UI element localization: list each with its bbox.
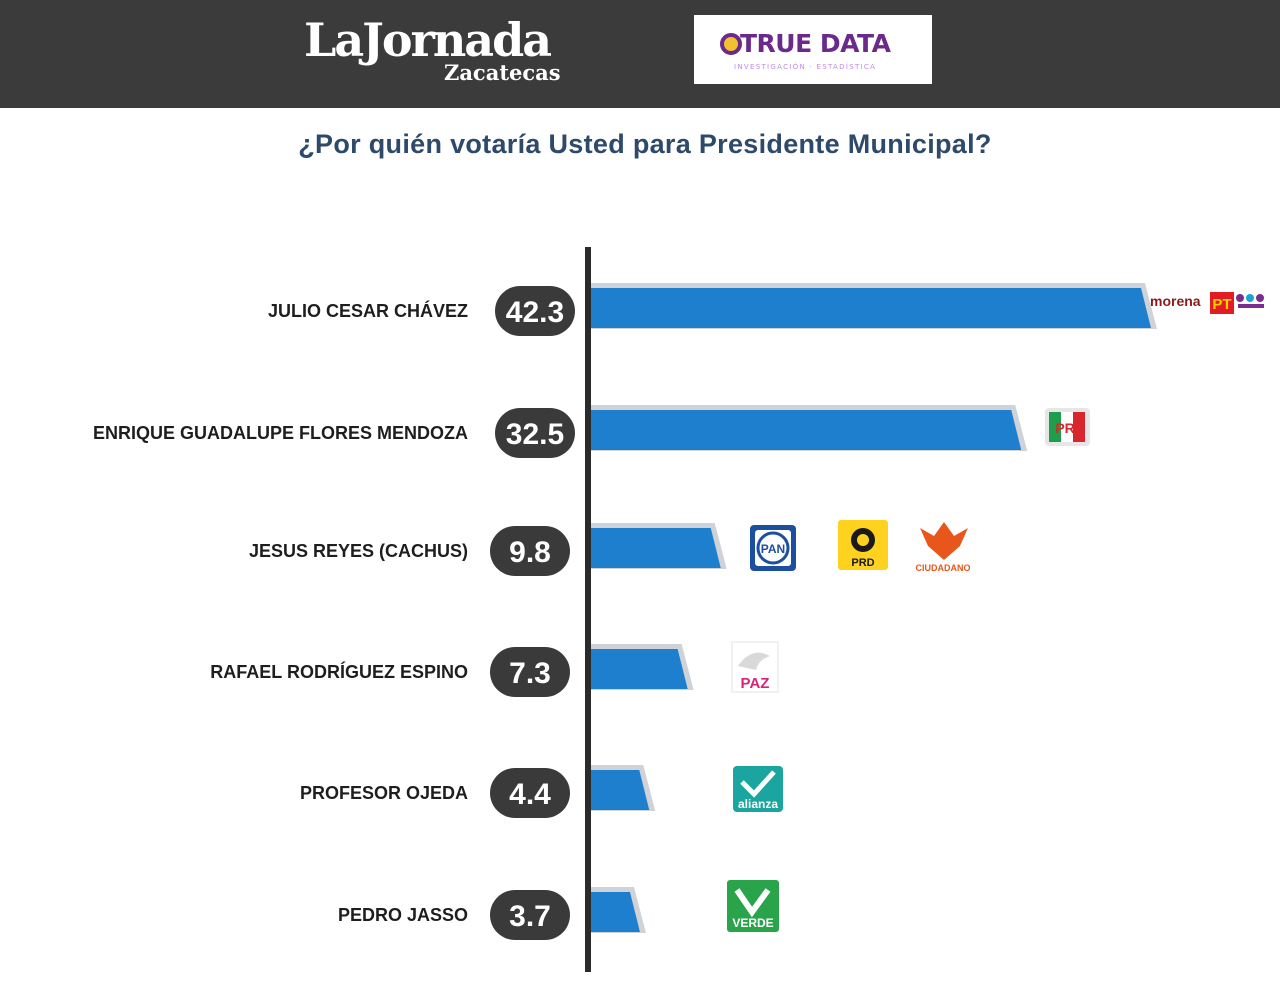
prd-logo-text: PRD [851, 557, 874, 569]
true-data-icon [720, 33, 742, 55]
pes-logo-bar [1238, 304, 1264, 308]
data-label: 32.5 [506, 418, 564, 451]
paz-logo-text: PAZ [741, 675, 770, 692]
category-label: ENRIQUE GUADALUPE FLORES MENDOZA [93, 423, 468, 443]
pan-logo-inner [755, 530, 791, 566]
category-label: JESUS REYES (CACHUS) [249, 541, 468, 561]
bar [591, 649, 688, 689]
la-jornada-logo: LaJornada Zacatecas [304, 12, 584, 92]
brand-name: LaJornada [304, 13, 552, 67]
nueva-alianza-check [740, 770, 776, 798]
verde-logo-text: VERDE [732, 916, 773, 930]
pes-logo-dot [1246, 294, 1254, 302]
bar [591, 770, 650, 810]
bar [591, 528, 721, 568]
pt-logo [1210, 292, 1234, 314]
pri-logo-text: PRI [1055, 420, 1078, 436]
partner-name: TRUE DATA [740, 29, 891, 58]
true-data-logo: TRUE DATA INVESTIGACIÓN · ESTADÍSTICA [694, 15, 932, 84]
pri-logo-red [1073, 412, 1085, 442]
movimiento-ciudadano-eagle [920, 522, 968, 560]
value-pill [490, 647, 570, 697]
data-label: 3.7 [509, 900, 551, 933]
prd-logo-sun-center [857, 534, 869, 546]
value-pill [495, 408, 575, 458]
verde-logo-toucan [734, 888, 771, 918]
brand-city: Zacatecas [444, 60, 561, 85]
category-label: RAFAEL RODRÍGUEZ ESPINO [210, 661, 468, 682]
category-label: PEDRO JASSO [338, 905, 468, 925]
pes-logo-dot [1236, 294, 1244, 302]
bar [591, 288, 1151, 328]
category-label: PROFESOR OJEDA [300, 783, 468, 803]
data-label: 9.8 [509, 536, 551, 569]
data-label: 42.3 [506, 296, 564, 329]
bar [591, 892, 640, 932]
value-pill [495, 286, 575, 336]
nueva-alianza-text: alianza [738, 797, 778, 811]
value-pill [490, 890, 570, 940]
chart-title: ¿Por quién votaría Usted para Presidente… [298, 129, 992, 159]
pes-logo-dot [1256, 294, 1264, 302]
value-pill [490, 526, 570, 576]
data-label: 4.4 [509, 778, 551, 811]
bar [591, 410, 1022, 450]
data-label: 7.3 [509, 657, 551, 690]
partner-tagline: INVESTIGACIÓN · ESTADÍSTICA [734, 63, 877, 71]
pt-logo-text: PT [1212, 296, 1231, 313]
pan-logo-ring [756, 531, 790, 565]
pan-logo-text: PAN [761, 542, 785, 556]
pri-logo-green [1049, 412, 1061, 442]
pri-logo-white [1061, 412, 1073, 442]
paz-logo-dove [738, 652, 770, 670]
value-pill [490, 768, 570, 818]
movimiento-ciudadano-text: CIUDADANO [916, 563, 971, 573]
morena-logo-text: morena [1150, 293, 1201, 309]
header-bar: LaJornada Zacatecas TRUE DATA INVESTIGAC… [0, 0, 1280, 108]
category-label: JULIO CESAR CHÁVEZ [268, 300, 468, 321]
